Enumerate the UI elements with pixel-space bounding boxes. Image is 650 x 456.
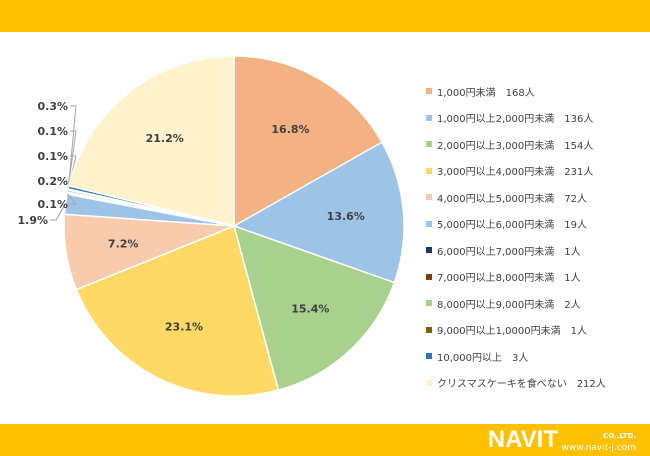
pie-slice xyxy=(232,224,396,392)
legend-label: 6,000円以上7,000円未満 1人 xyxy=(437,246,581,258)
legend-swatch xyxy=(426,379,432,386)
legend-label: 9,000円以上1,0000円未満 1人 xyxy=(437,326,587,338)
legend-label: 2,000円以上3,000円未満 154人 xyxy=(437,140,594,152)
slice-percent-label: 0.1% xyxy=(37,198,68,211)
legend-label: クリスマスケーキを食べない 212人 xyxy=(437,379,606,391)
bottom-banner: NAVIT CO.,LTD. www.navit-j.com xyxy=(0,424,650,456)
legend-swatch xyxy=(426,141,432,148)
top-banner xyxy=(0,0,650,32)
slice-percent-label: 15.4% xyxy=(291,302,329,315)
legend-label: 10,000円以上 3人 xyxy=(437,352,529,364)
slice-percent-label: 13.6% xyxy=(327,210,365,223)
legend-item: 8,000円以上9,000円未満 2人 xyxy=(426,290,606,317)
leader-line xyxy=(66,193,78,205)
legend-swatch xyxy=(426,88,432,95)
pie-slice xyxy=(75,224,280,397)
legend-swatch xyxy=(426,353,432,360)
legend-item: 10,000円以上 3人 xyxy=(426,343,606,370)
slice-percent-label: 0.1% xyxy=(37,125,68,138)
legend-swatch xyxy=(426,220,432,227)
legend-label: 3,000円以上4,000円未満 231人 xyxy=(437,167,594,179)
leader-line xyxy=(67,105,77,188)
pie-slice xyxy=(67,55,235,227)
slice-percent-label: 16.8% xyxy=(271,123,309,136)
slice-percent-label: 7.2% xyxy=(108,238,139,251)
legend-swatch xyxy=(426,194,432,201)
legend-item: クリスマスケーキを食べない 212人 xyxy=(426,370,606,397)
slice-percent-label: 23.1% xyxy=(165,320,203,333)
legend-label: 5,000円以上6,000円未満 19人 xyxy=(437,220,587,232)
legend-label: 1,000円以上2,000円未満 136人 xyxy=(437,114,594,126)
slice-percent-label: 21.2% xyxy=(146,132,184,145)
legend-item: 3,000円以上4,000円未満 231人 xyxy=(426,158,606,185)
pie-slice xyxy=(233,55,383,228)
pie-slice xyxy=(232,141,405,284)
legend-item: 9,000円以上1,0000円未満 1人 xyxy=(426,317,606,344)
legend-swatch xyxy=(426,167,432,174)
leader-line xyxy=(67,130,77,190)
legend-label: 8,000円以上9,000円未満 2人 xyxy=(437,299,581,311)
legend-swatch xyxy=(426,273,432,280)
legend-item: 7,000円以上8,000円未満 1人 xyxy=(426,264,606,291)
slice-percent-label: 0.1% xyxy=(37,150,68,163)
legend: 1,000円未満 168人 1,000円以上2,000円未満 136人 2,000円… xyxy=(426,78,606,396)
slice-percent-label: 0.2% xyxy=(37,175,68,188)
legend-item: 1,000円未満 168人 xyxy=(426,78,606,105)
legend-item: 6,000円以上7,000円未満 1人 xyxy=(426,237,606,264)
legend-item: 5,000円以上6,000円未満 19人 xyxy=(426,211,606,238)
legend-label: 1,000円未満 168人 xyxy=(437,87,535,99)
legend-swatch xyxy=(426,114,432,121)
legend-item: 2,000円以上3,000円未満 154人 xyxy=(426,131,606,158)
legend-label: 7,000円以上8,000円未満 1人 xyxy=(437,273,581,285)
legend-swatch xyxy=(426,247,432,254)
legend-swatch xyxy=(426,326,432,333)
legend-label: 4,000円以上5,000円未満 72人 xyxy=(437,193,587,205)
legend-swatch xyxy=(426,300,432,307)
slice-percent-label: 0.3% xyxy=(37,100,68,113)
leader-line xyxy=(50,203,66,221)
legend-item: 1,000円以上2,000円未満 136人 xyxy=(426,105,606,132)
legend-item: 4,000円以上5,000円未満 72人 xyxy=(426,184,606,211)
slice-percent-label: 1.9% xyxy=(17,214,48,227)
